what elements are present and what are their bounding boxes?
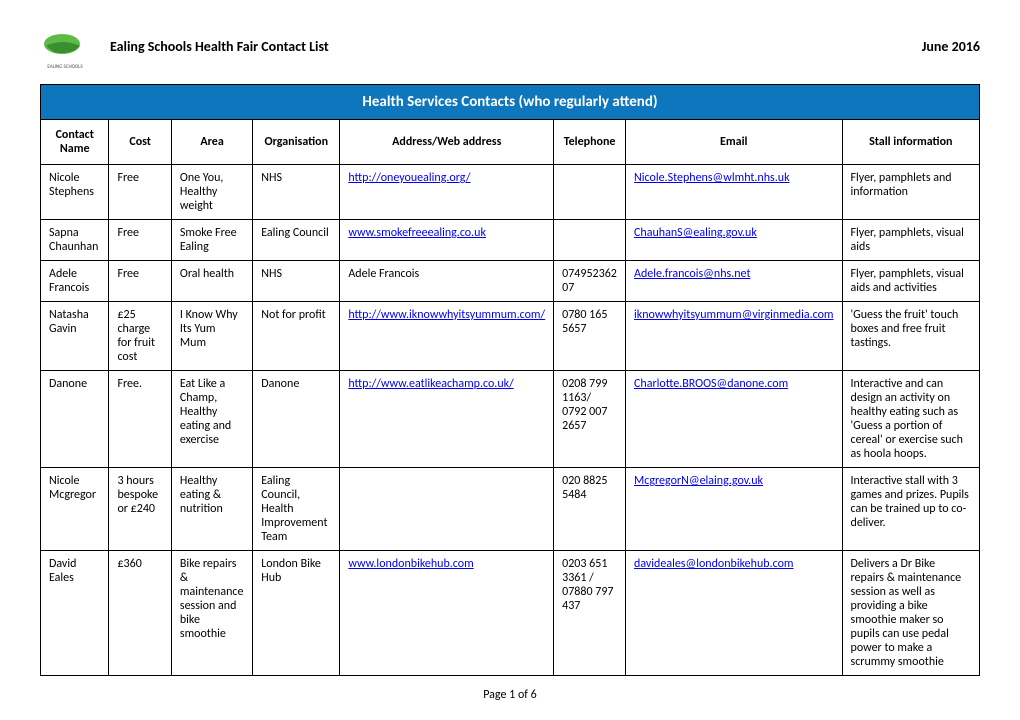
contacts-table: Health Services Contacts (who regularly … xyxy=(40,84,980,676)
cell-contact-name: Nicole Mcgregor xyxy=(41,468,109,551)
cell-email: Charlotte.BROOS@danone.com xyxy=(626,371,842,468)
cell-telephone xyxy=(554,220,626,261)
email-link[interactable]: Charlotte.BROOS@danone.com xyxy=(634,377,788,391)
cell-stall: Flyer, pamphlets and information xyxy=(842,165,979,220)
cell-telephone: 0203 651 3361 / 07880 797 437 xyxy=(554,551,626,676)
cell-area: Healthy eating & nutrition xyxy=(171,468,252,551)
table-row: Adele FrancoisFreeOral healthNHSAdele Fr… xyxy=(41,261,980,302)
column-header-stall: Stall information xyxy=(842,120,979,165)
table-row: Nicole Mcgregor3 hours bespoke or £240He… xyxy=(41,468,980,551)
cell-contact-name: Danone xyxy=(41,371,109,468)
column-header-area: Area xyxy=(171,120,252,165)
cell-organisation: Not for profit xyxy=(253,302,340,371)
cell-area: Eat Like a Champ, Healthy eating and exe… xyxy=(171,371,252,468)
cell-telephone: 0208 799 1163/ 0792 007 2657 xyxy=(554,371,626,468)
table-row: Sapna ChaunhanFreeSmoke Free EalingEalin… xyxy=(41,220,980,261)
cell-area: I Know Why Its Yum Mum xyxy=(171,302,252,371)
page-date: June 2016 xyxy=(922,38,980,55)
cell-organisation: Ealing Council, Health Improvement Team xyxy=(253,468,340,551)
logo: EALING SCHOOLS xyxy=(40,30,90,70)
cell-email: Nicole.Stephens@wlmht.nhs.uk xyxy=(626,165,842,220)
cell-stall: Flyer, pamphlets, visual aids and activi… xyxy=(842,261,979,302)
cell-address: www.londonbikehub.com xyxy=(340,551,554,676)
cell-email: Adele.francois@nhs.net xyxy=(626,261,842,302)
cell-address xyxy=(340,468,554,551)
email-link[interactable]: davideales@londonbikehub.com xyxy=(634,557,793,571)
cell-telephone: 074952362 07 xyxy=(554,261,626,302)
address-link[interactable]: http://www.eatlikeachamp.co.uk/ xyxy=(348,377,513,391)
cell-email: davideales@londonbikehub.com xyxy=(626,551,842,676)
column-header-email: Email xyxy=(626,120,842,165)
cell-stall: Interactive stall with 3 games and prize… xyxy=(842,468,979,551)
cell-organisation: Danone xyxy=(253,371,340,468)
svg-text:EALING SCHOOLS: EALING SCHOOLS xyxy=(47,64,83,70)
cell-area: Bike repairs & maintenance session and b… xyxy=(171,551,252,676)
column-header-name: Contact Name xyxy=(41,120,109,165)
table-banner: Health Services Contacts (who regularly … xyxy=(41,85,980,120)
email-link[interactable]: ChauhanS@ealing.gov.uk xyxy=(634,226,757,240)
address-link[interactable]: www.londonbikehub.com xyxy=(348,557,473,571)
cell-address: www.smokefreeealing.co.uk xyxy=(340,220,554,261)
cell-contact-name: David Eales xyxy=(41,551,109,676)
cell-cost: 3 hours bespoke or £240 xyxy=(109,468,171,551)
cell-cost: Free. xyxy=(109,371,171,468)
column-header-organisation: Organisation xyxy=(253,120,340,165)
table-row: Nicole StephensFreeOne You, Healthy weig… xyxy=(41,165,980,220)
cell-area: One You, Healthy weight xyxy=(171,165,252,220)
cell-contact-name: Adele Francois xyxy=(41,261,109,302)
table-row: David Eales£360Bike repairs & maintenanc… xyxy=(41,551,980,676)
cell-area: Oral health xyxy=(171,261,252,302)
cell-cost: £360 xyxy=(109,551,171,676)
cell-address: Adele Francois xyxy=(340,261,554,302)
cell-stall: Flyer, pamphlets, visual aids xyxy=(842,220,979,261)
cell-cost: Free xyxy=(109,220,171,261)
email-link[interactable]: Nicole.Stephens@wlmht.nhs.uk xyxy=(634,171,790,185)
column-header-cost: Cost xyxy=(109,120,171,165)
page-header: EALING SCHOOLS Ealing Schools Health Fai… xyxy=(40,30,980,70)
cell-organisation: NHS xyxy=(253,261,340,302)
cell-email: iknowwhyitsyummum@virginmedia.com xyxy=(626,302,842,371)
cell-stall: Interactive and can design an activity o… xyxy=(842,371,979,468)
table-row: Natasha Gavin£25 charge for fruit costI … xyxy=(41,302,980,371)
cell-email: McgregorN@elaing.gov.uk xyxy=(626,468,842,551)
email-link[interactable]: iknowwhyitsyummum@virginmedia.com xyxy=(634,308,833,322)
cell-organisation: Ealing Council xyxy=(253,220,340,261)
cell-stall: 'Guess the fruit' touch boxes and free f… xyxy=(842,302,979,371)
column-header-telephone: Telephone xyxy=(554,120,626,165)
cell-telephone: 0780 165 5657 xyxy=(554,302,626,371)
cell-email: ChauhanS@ealing.gov.uk xyxy=(626,220,842,261)
address-link[interactable]: www.smokefreeealing.co.uk xyxy=(348,226,486,240)
header-text-row: Ealing Schools Health Fair Contact List … xyxy=(110,30,980,55)
cell-telephone: 020 8825 5484 xyxy=(554,468,626,551)
cell-stall: Delivers a Dr Bike repairs & maintenance… xyxy=(842,551,979,676)
cell-organisation: NHS xyxy=(253,165,340,220)
cell-telephone xyxy=(554,165,626,220)
cell-organisation: London Bike Hub xyxy=(253,551,340,676)
cell-address: http://oneyouealing.org/ xyxy=(340,165,554,220)
email-link[interactable]: Adele.francois@nhs.net xyxy=(634,267,750,281)
cell-contact-name: Natasha Gavin xyxy=(41,302,109,371)
email-link[interactable]: McgregorN@elaing.gov.uk xyxy=(634,474,763,488)
table-row: DanoneFree.Eat Like a Champ, Healthy eat… xyxy=(41,371,980,468)
cell-contact-name: Nicole Stephens xyxy=(41,165,109,220)
address-link[interactable]: http://www.iknowwhyitsyummum.com/ xyxy=(348,308,545,322)
cell-cost: Free xyxy=(109,261,171,302)
table-banner-row: Health Services Contacts (who regularly … xyxy=(41,85,980,120)
table-header-row: Contact Name Cost Area Organisation Addr… xyxy=(41,120,980,165)
cell-cost: £25 charge for fruit cost xyxy=(109,302,171,371)
cell-cost: Free xyxy=(109,165,171,220)
cell-contact-name: Sapna Chaunhan xyxy=(41,220,109,261)
page-title: Ealing Schools Health Fair Contact List xyxy=(110,38,329,55)
cell-address: http://www.eatlikeachamp.co.uk/ xyxy=(340,371,554,468)
cell-area: Smoke Free Ealing xyxy=(171,220,252,261)
page-footer: Page 1 of 6 xyxy=(40,688,980,702)
column-header-address: Address/Web address xyxy=(340,120,554,165)
cell-address: http://www.iknowwhyitsyummum.com/ xyxy=(340,302,554,371)
address-link[interactable]: http://oneyouealing.org/ xyxy=(348,171,470,185)
